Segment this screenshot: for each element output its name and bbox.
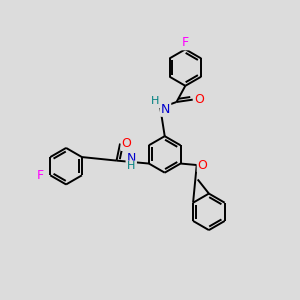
Text: O: O: [122, 137, 131, 150]
Text: O: O: [194, 93, 204, 106]
Text: H: H: [127, 161, 135, 172]
Text: O: O: [198, 158, 208, 172]
Text: F: F: [182, 36, 189, 49]
Text: H: H: [151, 96, 159, 106]
Text: N: N: [161, 103, 170, 116]
Text: N: N: [127, 152, 136, 165]
Text: F: F: [37, 169, 44, 182]
